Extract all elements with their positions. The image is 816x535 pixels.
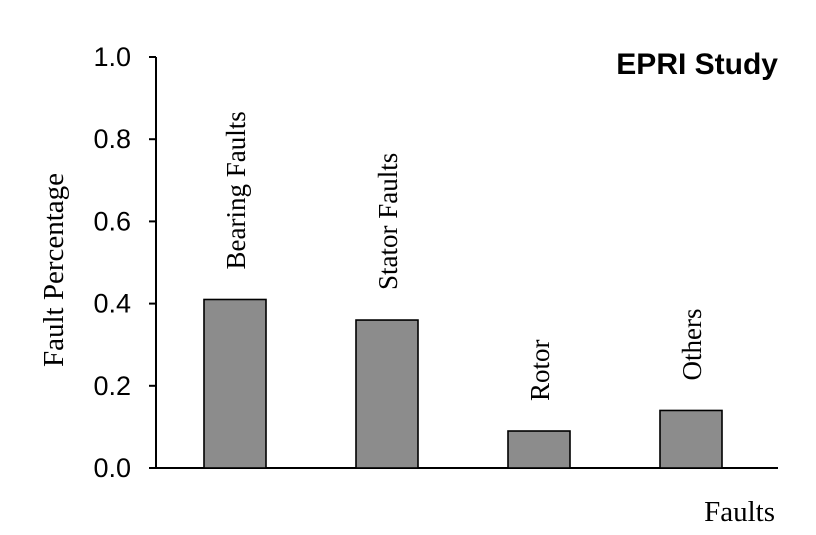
- bar-stator-faults: [355, 319, 419, 469]
- bar-label-3: Others: [677, 308, 707, 380]
- y-tick-label-2: 0.4: [93, 289, 131, 319]
- plot-area: 0.0 0.2 0.4 0.6 0.8 1.0 Bearing Faults Stator F…: [93, 42, 778, 483]
- y-tick-label-5: 1.0: [93, 42, 131, 72]
- bar-label-0: Bearing Faults: [221, 111, 251, 269]
- y-axis-title: Fault Percentage: [38, 173, 70, 367]
- y-tick-label-1: 0.2: [93, 371, 131, 401]
- bar-others: [659, 409, 723, 469]
- chart-title: EPRI Study: [616, 48, 778, 81]
- y-tick-label-3: 0.6: [93, 206, 131, 236]
- y-tick-label-0: 0.0: [93, 453, 131, 483]
- y-tick-label-4: 0.8: [93, 124, 131, 154]
- bar-label-2: Rotor: [525, 339, 555, 401]
- x-axis-title: Faults: [704, 496, 775, 528]
- bar-bearing-faults: [203, 298, 267, 469]
- bar-rotor: [507, 430, 571, 469]
- bar-label-1: Stator Faults: [373, 153, 403, 290]
